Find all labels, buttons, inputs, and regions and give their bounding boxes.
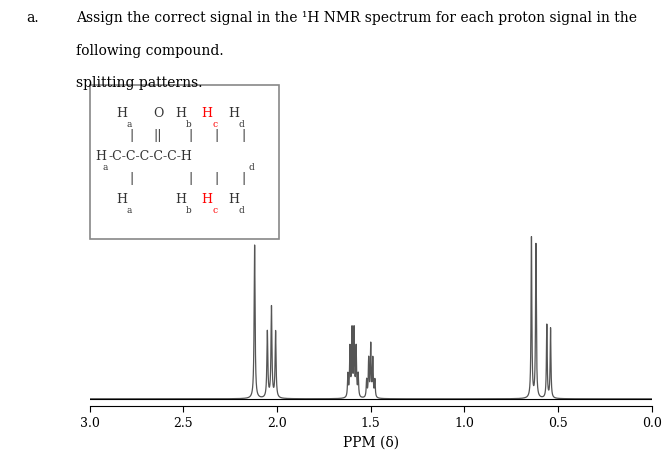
Text: c: c	[212, 205, 217, 214]
Text: H: H	[228, 107, 239, 120]
Text: |: |	[130, 171, 134, 184]
Text: Assign the correct signal in the ¹H NMR spectrum for each proton signal in the: Assign the correct signal in the ¹H NMR …	[76, 11, 638, 25]
Text: c: c	[212, 120, 217, 129]
Text: H: H	[96, 150, 106, 163]
Text: a: a	[127, 205, 132, 214]
Text: ||: ||	[154, 128, 162, 141]
Text: splitting patterns.: splitting patterns.	[76, 76, 203, 90]
Text: -C-C-C-C-C-H: -C-C-C-C-C-H	[109, 150, 193, 163]
Text: H: H	[176, 193, 186, 206]
X-axis label: PPM (δ): PPM (δ)	[342, 435, 399, 449]
Text: d: d	[249, 162, 255, 171]
Text: following compound.: following compound.	[76, 44, 229, 58]
Text: H: H	[201, 193, 213, 206]
Text: d: d	[239, 205, 244, 214]
Text: H: H	[201, 107, 213, 120]
Text: a: a	[127, 120, 132, 129]
Text: b: b	[186, 205, 192, 214]
Text: H: H	[116, 107, 128, 120]
Text: |: |	[215, 171, 219, 184]
Text: |: |	[215, 128, 219, 141]
Text: H: H	[228, 193, 239, 206]
Text: b: b	[186, 120, 192, 129]
Text: |: |	[130, 128, 134, 141]
Text: |: |	[241, 128, 245, 141]
Text: H: H	[116, 193, 128, 206]
Text: |: |	[241, 171, 245, 184]
Text: H: H	[176, 107, 186, 120]
Text: a.: a.	[27, 11, 39, 25]
Text: O: O	[153, 107, 163, 120]
Text: |: |	[188, 128, 192, 141]
Text: |: |	[188, 171, 192, 184]
Text: a: a	[102, 162, 108, 171]
Text: d: d	[239, 120, 244, 129]
